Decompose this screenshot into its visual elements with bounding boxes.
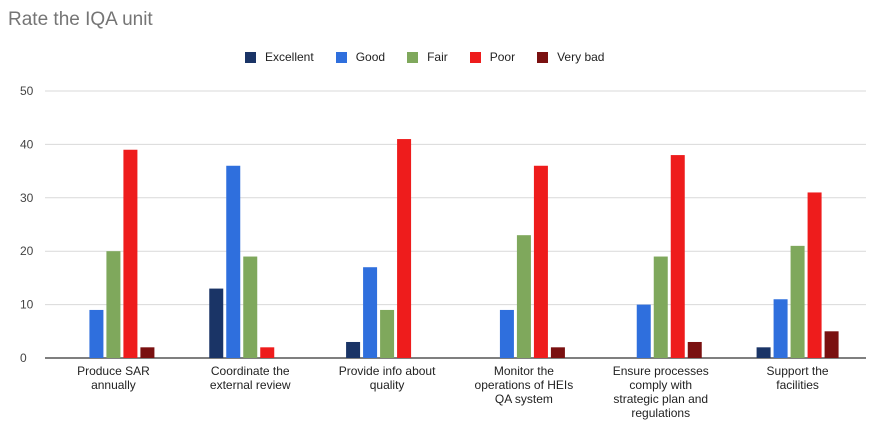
chart-legend: Excellent Good Fair Poor Very bad [245,50,626,64]
bar-poor [533,165,548,358]
y-tick-label: 30 [20,191,34,205]
bar-very-bad [550,347,565,358]
x-category-label-line: Monitor the [494,364,554,378]
bar-fair [380,309,395,358]
bar-good [89,309,104,358]
legend-swatch [537,51,549,63]
legend-item-good: Good [335,50,386,64]
y-tick-label: 50 [20,84,34,98]
bar-poor [807,192,822,358]
bar-poor [260,347,275,358]
bar-fair [653,256,668,358]
bar-good [363,267,378,358]
bar-excellent [209,288,224,358]
bar-very-bad [824,331,839,358]
x-category-label-line: QA system [495,392,553,406]
bar-fair [790,245,805,358]
x-category-label-line: comply with [629,378,692,392]
x-category-label: Provide info about quality [339,364,436,392]
x-category-label: Support the facilities [767,364,829,392]
bar-very-bad [140,347,155,358]
bar-fair [106,251,121,358]
legend-label: Very bad [557,50,605,64]
x-category-label: Ensure processes comply with strategic pla… [613,364,709,420]
legend-item-poor: Poor [469,50,516,64]
bar-good [226,165,241,358]
legend-swatch [335,51,347,63]
x-category-label-line: Coordinate the [211,364,290,378]
legend-label: Good [355,50,386,64]
bar-fair [516,235,531,358]
x-category-label-line: Provide info about [339,364,436,378]
legend-item-excellent: Excellent [245,50,314,64]
x-category-label: Coordinate the external review [210,364,291,392]
x-category-label-line: external review [210,378,291,392]
legend-item-fair: Fair [407,50,448,64]
bar-poor [670,155,685,358]
bar-fair [243,256,258,358]
y-tick-label: 10 [20,298,34,312]
bar-poor [123,149,138,358]
x-category-label-line: quality [370,378,405,392]
chart-title: Rate the IQA unit [8,9,153,30]
legend-swatch [469,51,481,63]
legend-swatch [407,51,419,63]
legend-item-very-bad: Very bad [537,50,604,64]
y-tick-label: 20 [20,244,34,258]
x-category-label-line: facilities [776,378,819,392]
bar-good [499,309,514,358]
legend-label: Excellent [265,50,314,64]
legend-label: Fair [427,50,448,64]
x-category-label-line: operations of HEIs [475,378,574,392]
bar-good [773,299,788,358]
x-category-label-line: Produce SAR [77,364,150,378]
bar-good [636,304,651,358]
y-tick-label: 0 [20,351,27,365]
x-category-label-line: strategic plan and [613,392,708,406]
bar-poor [397,139,412,358]
x-category-label: Produce SAR annually [77,364,150,392]
legend-label: Poor [489,50,516,64]
x-category-label-line: regulations [631,406,690,420]
legend-swatch [245,51,256,63]
x-category-label-line: Support the [767,364,829,378]
bar-excellent [756,347,771,358]
x-category-label-line: Ensure processes [613,364,709,378]
y-tick-label: 40 [20,137,34,151]
bar-very-bad [687,341,702,358]
x-category-label-line: annually [91,378,136,392]
x-category-label: Monitor the operations of HEIs QA system [475,364,574,406]
bar-excellent [346,341,361,358]
